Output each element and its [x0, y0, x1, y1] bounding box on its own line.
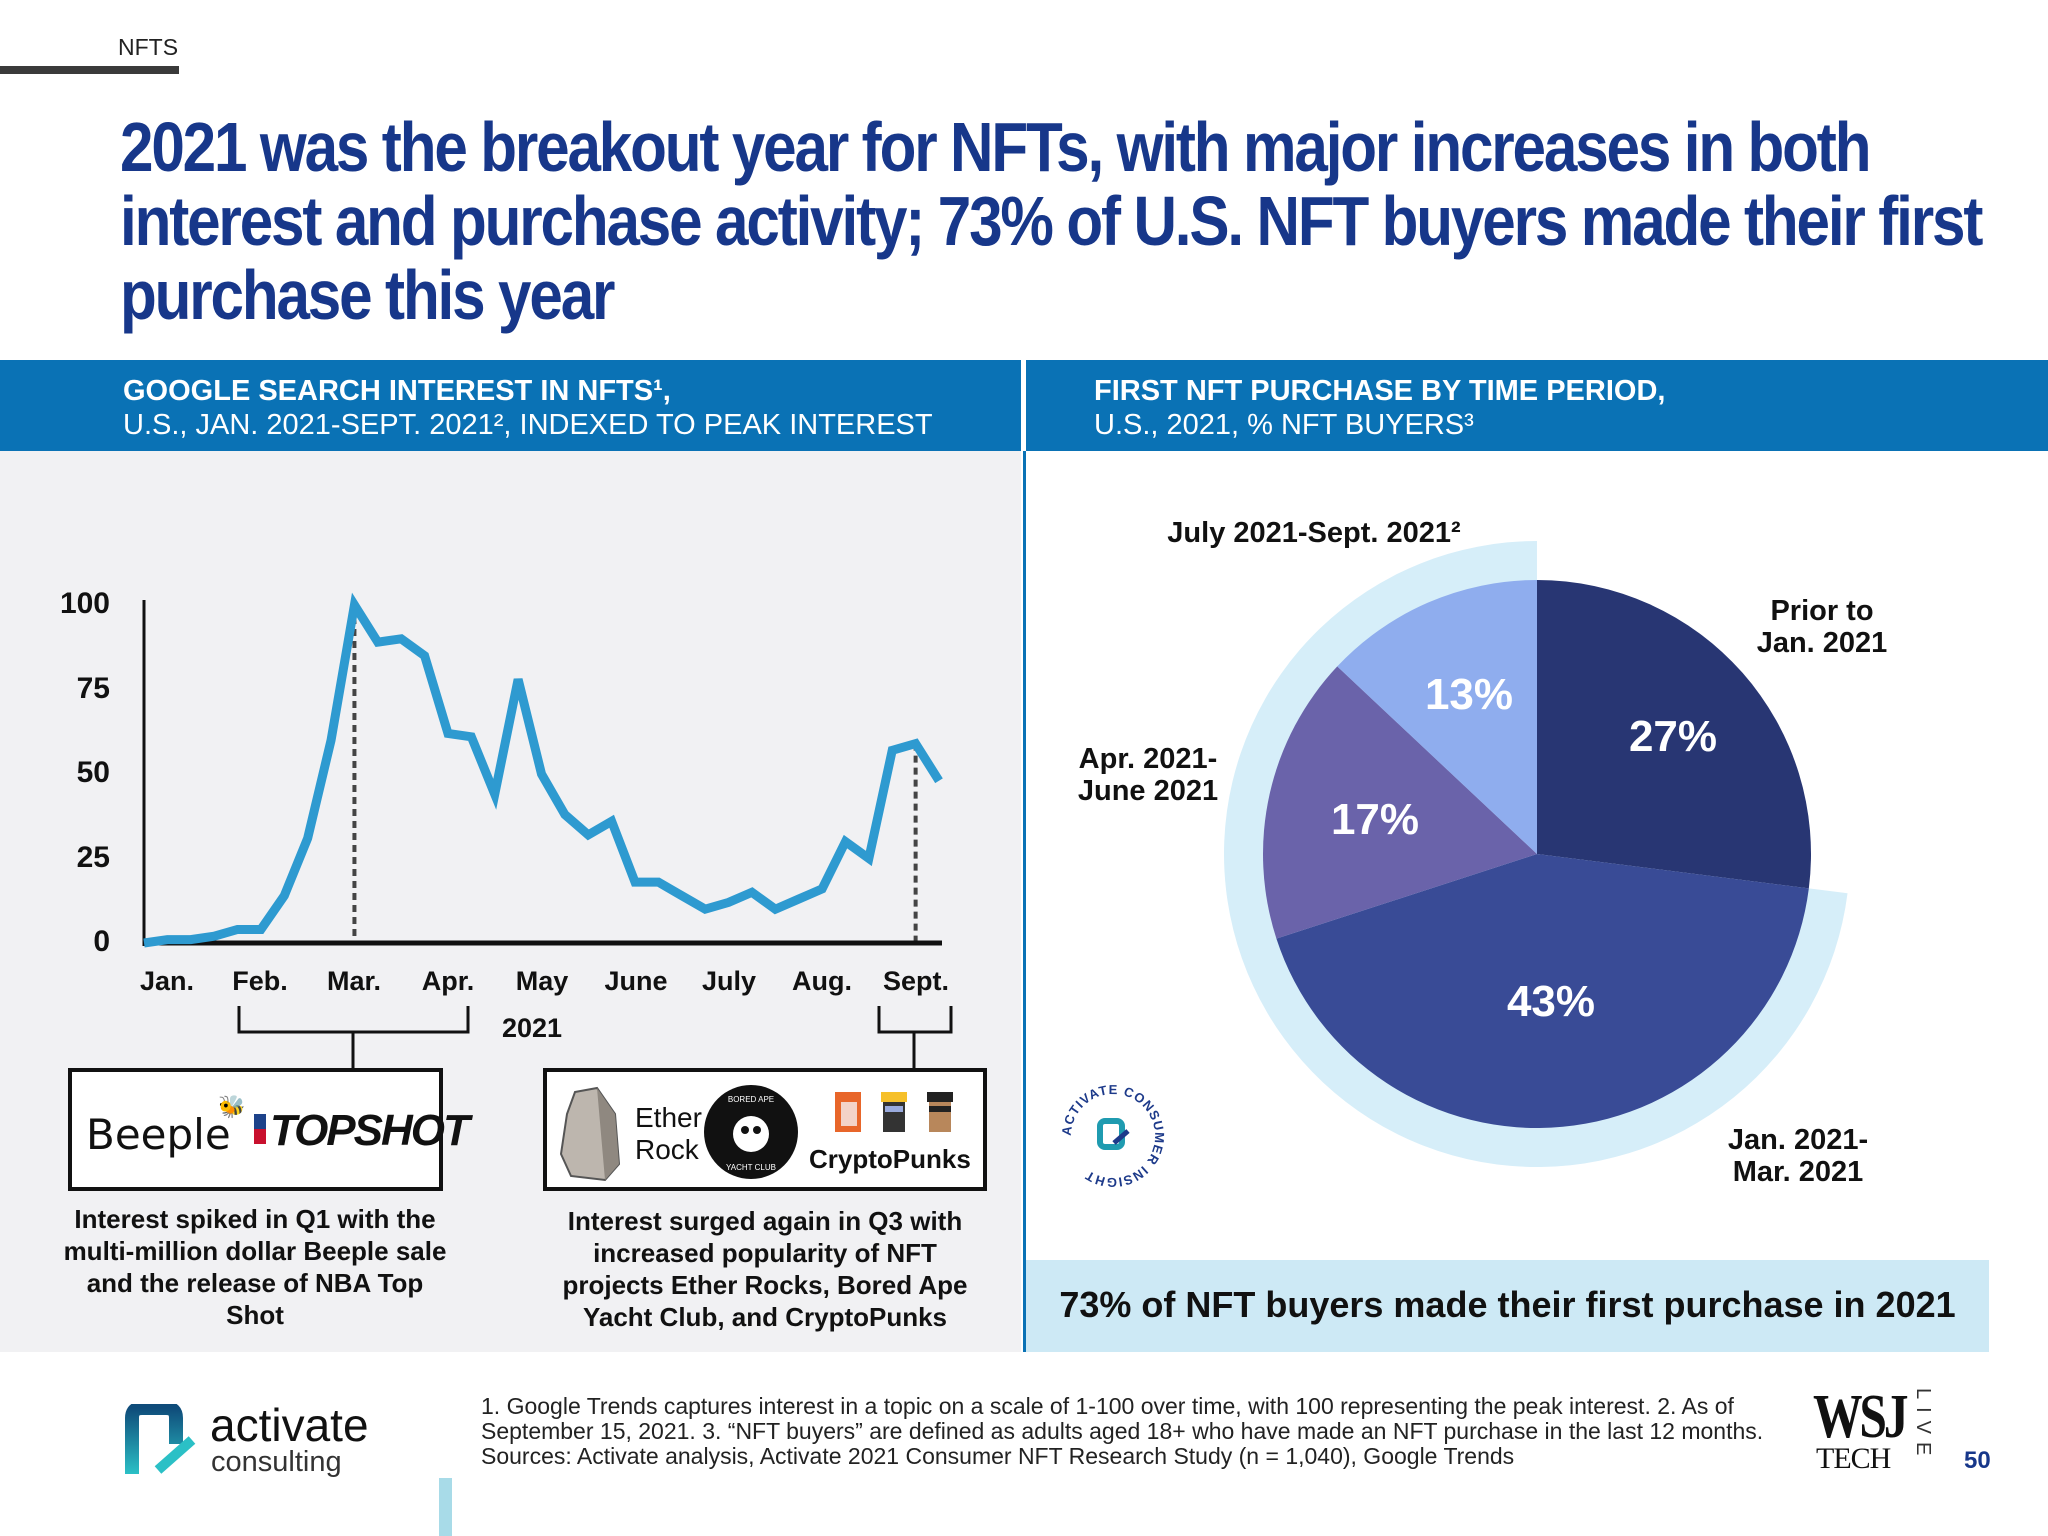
page-title: 2021 was the breakout year for NFTs, wit…: [120, 108, 1983, 334]
topshot-logo: TOPSHOT: [270, 1106, 470, 1155]
x-tick-label: June: [604, 966, 668, 996]
accent-bar: [439, 1478, 452, 1536]
activate-logo-text: activate: [210, 1399, 369, 1451]
wsj-logo: WSJ: [1813, 1383, 1909, 1451]
y-tick-label: 0: [93, 925, 110, 958]
pie-slice-2: [1276, 854, 1809, 1128]
svg-text:ACTIVATE CONSUMER INSIGHT: ACTIVATE CONSUMER INSIGHT: [1059, 1082, 1167, 1190]
pie-label-q2: Apr. 2021-June 2021: [1077, 743, 1219, 807]
footnotes: 1. Google Trends captures interest in a …: [481, 1394, 1801, 1469]
y-tick-label: 25: [76, 840, 110, 874]
x-tick-label: July: [701, 966, 757, 996]
x-tick-label: Mar.: [326, 966, 382, 996]
bracket: [877, 1006, 953, 1068]
ether-rock-icon: [559, 1086, 621, 1182]
footnote-line: Sources: Activate analysis, Activate 202…: [481, 1443, 1515, 1469]
left-chart-header: GOOGLE SEARCH INTEREST IN NFTS¹, U.S., J…: [123, 374, 933, 442]
left-panel: [0, 451, 1021, 1352]
activate-logo-subtext: consulting: [211, 1446, 342, 1478]
pct-label-q1: 43%: [1506, 977, 1596, 1026]
right-chart-header: FIRST NFT PURCHASE BY TIME PERIOD, U.S.,…: [1094, 374, 1665, 442]
q3-logo-box: Ether Rock BORED APE YACHT CLUB CryptoPun…: [543, 1068, 987, 1191]
pie-label-q3: July 2021-Sept. 2021²: [1167, 517, 1461, 549]
bayc-bottom-text: YACHT CLUB: [726, 1163, 776, 1172]
ether-rock-label: Ether Rock: [635, 1102, 702, 1165]
bracket: [237, 1006, 470, 1068]
header-title: GOOGLE SEARCH INTEREST IN NFTS¹,: [123, 375, 671, 407]
q1-caption: Interest spiked in Q1 with the multi-mil…: [63, 1204, 447, 1330]
pie-slice-4: [1337, 580, 1537, 854]
y-tick-label: 75: [76, 671, 110, 705]
divider-line: [1023, 451, 1026, 1352]
consumer-insight-badge: ACTIVATE CONSUMER INSIGHT: [1059, 1082, 1167, 1190]
badge-text: ACTIVATE CONSUMER INSIGHT: [1059, 1082, 1166, 1190]
x-tick-label: Aug.: [792, 966, 852, 996]
bee-icon: 🐝: [218, 1094, 246, 1119]
header-subtitle: U.S., 2021, % NFT BUYERS³: [1094, 409, 1474, 441]
cryptopunks-label: CryptoPunks: [809, 1144, 971, 1174]
page-number: 50: [1964, 1447, 1991, 1474]
pie-slice-3: [1263, 666, 1537, 939]
y-tick-label: 50: [76, 756, 110, 789]
wsj-tech-text: TECH: [1816, 1442, 1891, 1475]
pct-label-q3: 13%: [1424, 670, 1514, 719]
nba-icon: [254, 1114, 266, 1144]
pie-chart: [1224, 541, 1848, 1167]
y-tick-label: 100: [59, 587, 110, 620]
pie-slice-1: [1537, 580, 1811, 889]
bayc-top-text: BORED APE: [728, 1095, 774, 1104]
line-chart: [142, 592, 953, 1068]
beeple-logo: Beeple: [86, 1110, 231, 1159]
bayc-logo: BORED APE YACHT CLUB: [704, 1085, 798, 1179]
cryptopunks-icons: [835, 1092, 953, 1132]
pie-label-q1: Jan. 2021-Mar. 2021: [1727, 1124, 1869, 1188]
pie-label-prior: Prior to Jan. 2021: [1756, 595, 1888, 659]
header-title: FIRST NFT PURCHASE BY TIME PERIOD,: [1094, 375, 1666, 407]
callout-banner: 73% of NFT buyers made their first purch…: [1026, 1260, 1989, 1352]
pct-label-q2: 17%: [1330, 795, 1420, 844]
footnote-line: 1. Google Trends captures interest in a …: [481, 1393, 1734, 1419]
x-tick-label: Apr.: [421, 966, 475, 996]
activate-logo-icon: [125, 1404, 196, 1474]
footnote-line: September 15, 2021. 3. “NFT buyers” are …: [481, 1418, 1764, 1444]
x-tick-label: May: [515, 966, 569, 996]
x-axis-label: 2021: [501, 1013, 563, 1043]
x-tick-label: Feb.: [232, 966, 288, 996]
section-label: NFTS: [118, 34, 179, 60]
q1-logo-box: Beeple 🐝 TOPSHOT: [68, 1068, 470, 1191]
pct-label-prior: 27%: [1628, 712, 1718, 761]
header-subtitle: U.S., JAN. 2021-SEPT. 2021², INDEXED TO …: [123, 409, 933, 441]
wsj-live-text: LIVE: [1912, 1388, 1934, 1464]
x-tick-label: Sept.: [882, 966, 950, 996]
callout-text: 73% of NFT buyers made their first purch…: [1059, 1284, 1956, 1325]
q3-caption: Interest surged again in Q3 with increas…: [562, 1206, 968, 1332]
x-tick-label: Jan.: [139, 966, 195, 996]
section-bar: [0, 66, 179, 74]
